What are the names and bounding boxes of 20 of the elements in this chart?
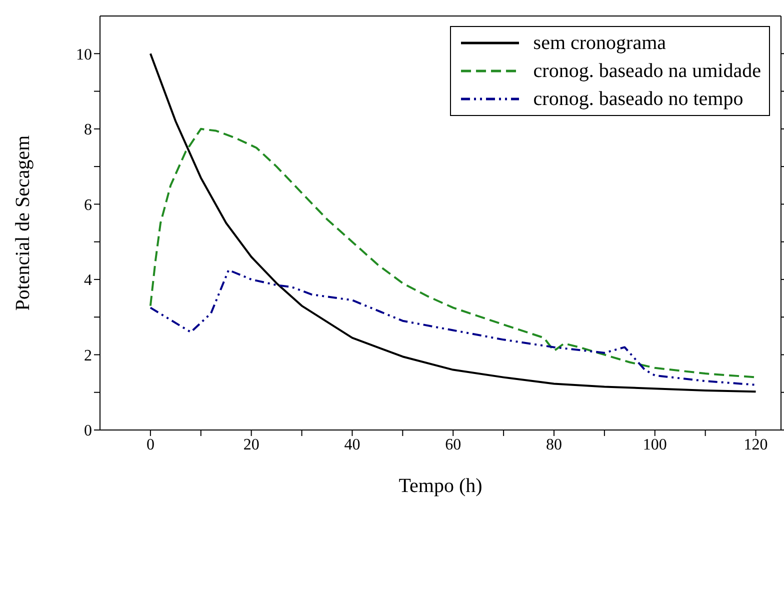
x-tick-label: 40: [344, 436, 360, 454]
x-tick-label: 20: [243, 436, 260, 454]
x-tick-label: 60: [445, 436, 462, 454]
y-tick-label: 8: [84, 122, 92, 139]
legend-label: sem cronograma: [533, 32, 666, 54]
y-tick-label: 10: [76, 46, 92, 64]
y-tick-label: 2: [84, 347, 92, 364]
legend-label: cronog. baseado no tempo: [533, 88, 744, 110]
line-series: [149, 128, 757, 378]
x-tick-label: 0: [146, 436, 154, 454]
legend-label: cronog. baseado na umidade: [533, 60, 761, 82]
line-series: [149, 269, 757, 386]
y-tick-label: 0: [84, 422, 92, 440]
x-tick-label: 120: [744, 436, 768, 454]
y-tick-label: 6: [84, 196, 92, 214]
x-tick-label: 80: [546, 436, 562, 454]
x-axis-title: Tempo (h): [398, 475, 482, 497]
y-tick-label: 4: [84, 272, 92, 290]
y-axis-title: Potencial de Secagem: [12, 134, 34, 311]
x-tick-label: 100: [642, 436, 667, 454]
